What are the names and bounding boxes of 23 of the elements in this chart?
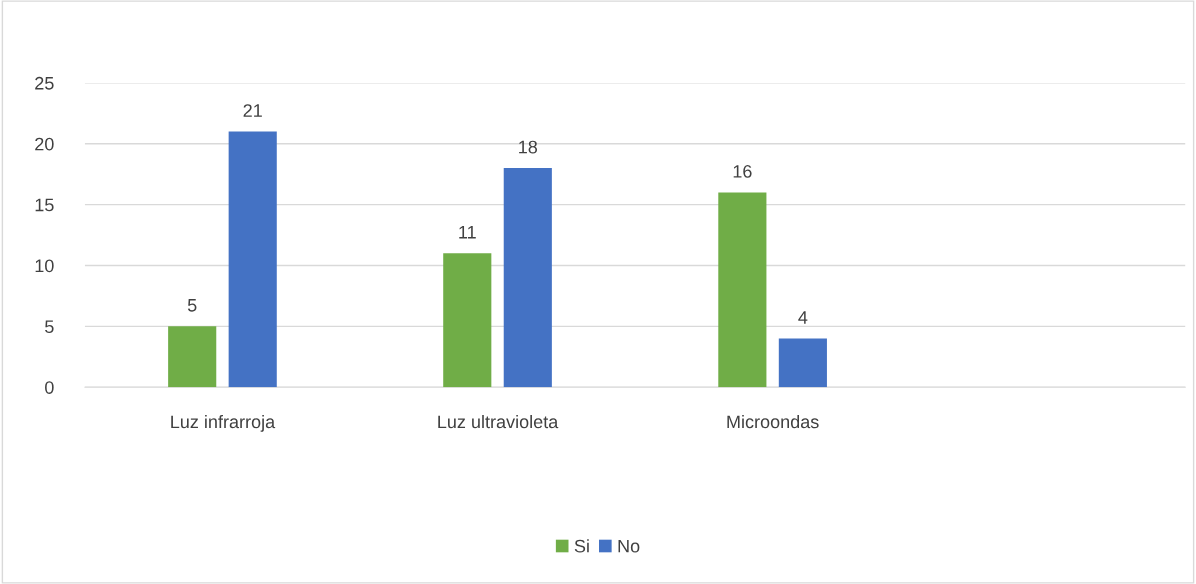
bar xyxy=(718,192,767,388)
bar xyxy=(503,168,552,388)
data-label: 11 xyxy=(459,226,476,239)
y-tick-label: 5 xyxy=(45,320,54,334)
x-tick-label: Luz ultravioleta xyxy=(438,414,559,429)
bar xyxy=(228,131,277,388)
data-label: 16 xyxy=(733,165,752,178)
y-tick-label: 0 xyxy=(45,381,54,394)
data-label: 21 xyxy=(243,104,262,117)
data-label: 18 xyxy=(519,140,538,154)
bar xyxy=(168,326,217,388)
bar xyxy=(443,253,492,388)
y-tick-label: 15 xyxy=(35,198,54,212)
y-tick-label: 20 xyxy=(35,137,54,151)
y-tick-label: 25 xyxy=(35,76,54,90)
y-tick-label: 10 xyxy=(35,259,54,273)
data-label: 4 xyxy=(798,311,808,324)
x-tick-label: Microondas xyxy=(727,414,819,429)
legend-label: No xyxy=(618,539,640,553)
bar xyxy=(778,338,827,388)
x-tick-label: Luz infrarroja xyxy=(171,414,276,432)
data-label: 5 xyxy=(187,299,197,312)
legend-label: Si xyxy=(574,539,589,553)
